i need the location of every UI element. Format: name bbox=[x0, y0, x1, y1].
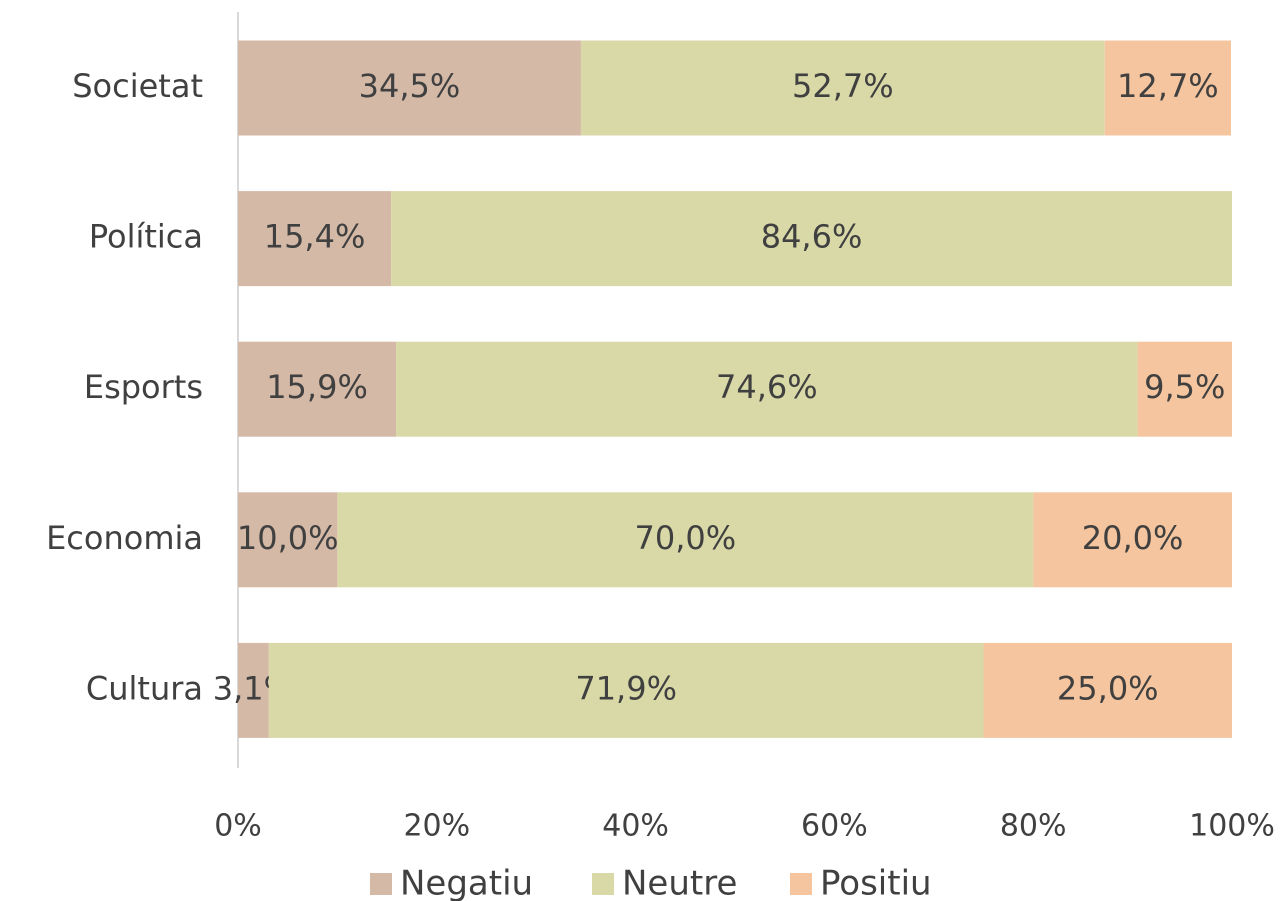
bar-segment bbox=[580, 40, 1105, 136]
bar-segment bbox=[238, 341, 397, 437]
bar-segment bbox=[396, 341, 1138, 437]
x-tick-label: 20% bbox=[403, 809, 470, 844]
x-tick-label: 60% bbox=[801, 809, 868, 844]
data-label: 34,5% bbox=[359, 67, 461, 105]
x-tick-label: 80% bbox=[1000, 809, 1067, 844]
bar-segment bbox=[268, 642, 984, 738]
legend-swatch bbox=[370, 873, 392, 895]
data-label: 12,7% bbox=[1117, 67, 1219, 105]
category-label: Cultura bbox=[86, 669, 203, 707]
legend-label: Positiu bbox=[820, 864, 932, 901]
legend-label: Neutre bbox=[622, 864, 737, 901]
bar-segment bbox=[391, 191, 1232, 287]
data-label: 20,0% bbox=[1082, 519, 1184, 557]
bar-segment bbox=[238, 642, 269, 738]
legend-swatch bbox=[592, 873, 614, 895]
data-label: 84,6% bbox=[761, 218, 863, 256]
data-label: 10,0% bbox=[237, 519, 339, 557]
x-tick-label: 40% bbox=[602, 809, 669, 844]
bar-segment bbox=[238, 191, 392, 287]
data-label: 9,5% bbox=[1144, 368, 1225, 406]
data-label: 25,0% bbox=[1057, 669, 1159, 707]
bar-segment bbox=[1033, 492, 1232, 588]
bar-segment bbox=[1104, 40, 1232, 136]
data-label: 52,7% bbox=[792, 67, 894, 105]
bar-segment bbox=[238, 492, 338, 588]
category-label: Societat bbox=[72, 67, 203, 105]
bar-segment bbox=[238, 40, 581, 136]
category-label: Política bbox=[89, 218, 203, 256]
bar-segment bbox=[983, 642, 1232, 738]
bar-segment bbox=[337, 492, 1034, 588]
legend-label: Negatiu bbox=[400, 864, 533, 901]
data-label: 74,6% bbox=[716, 368, 818, 406]
x-tick-label: 0% bbox=[214, 809, 262, 844]
category-label: Economia bbox=[46, 519, 203, 557]
legend-swatch bbox=[790, 873, 812, 895]
category-label: Esports bbox=[84, 368, 203, 406]
data-label: 15,4% bbox=[264, 218, 366, 256]
data-label: 70,0% bbox=[634, 519, 736, 557]
x-tick-label: 100% bbox=[1189, 809, 1275, 844]
data-label: 71,9% bbox=[575, 669, 677, 707]
bar-segment bbox=[1137, 341, 1232, 437]
data-label: 15,9% bbox=[266, 368, 368, 406]
